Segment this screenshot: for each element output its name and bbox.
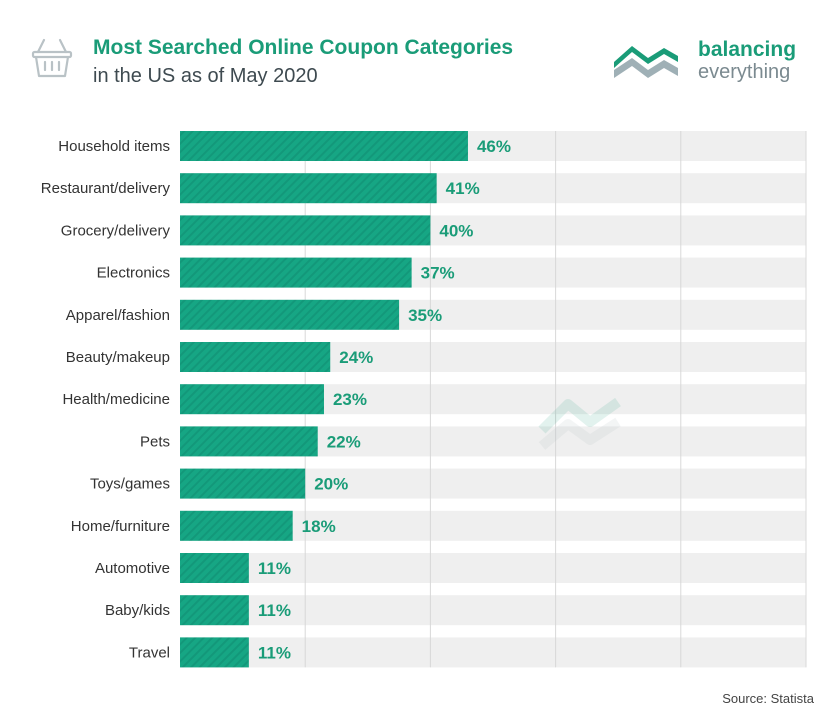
value-label: 22% <box>327 432 361 451</box>
category-label: Electronics <box>97 265 170 282</box>
category-label: Pets <box>140 433 170 450</box>
bar <box>180 299 400 330</box>
bar <box>180 468 306 499</box>
source-note: Source: Statista <box>722 691 814 706</box>
value-labels: 46% 41% 40% 37% 35% 24% 23% 22% 20% 18% 11% 11% 11% <box>258 137 511 662</box>
brand-logo: balancing everything <box>612 36 812 84</box>
bar <box>180 553 249 583</box>
category-label: Travel <box>129 644 170 661</box>
watermark-logo-icon <box>538 397 621 450</box>
bar-track <box>180 637 806 668</box>
value-label: 11% <box>258 559 291 578</box>
bar <box>180 215 431 246</box>
category-label: Baby/kids <box>105 602 170 619</box>
category-label: Restaurant/delivery <box>41 180 171 197</box>
bars <box>180 131 468 668</box>
value-label: 11% <box>258 643 291 662</box>
category-label: Automotive <box>95 560 170 577</box>
bar <box>180 426 318 457</box>
chart-title: Most Searched Online Coupon Categories <box>93 36 514 59</box>
balancing-everything-logo-icon <box>614 46 678 78</box>
value-label: 18% <box>302 517 336 536</box>
bar <box>180 257 412 288</box>
value-label: 23% <box>333 390 367 409</box>
logo-text-everything: everything <box>698 61 791 83</box>
bar <box>180 595 249 626</box>
category-label: Health/medicine <box>62 391 170 408</box>
value-label: 41% <box>446 179 480 198</box>
category-label: Beauty/makeup <box>66 349 170 366</box>
gridlines <box>304 131 807 668</box>
category-label: Household items <box>58 138 170 155</box>
category-labels: Household items Restaurant/delivery Grocer… <box>41 138 171 661</box>
value-label: 11% <box>258 601 291 620</box>
value-label: 37% <box>421 264 455 283</box>
basket-icon <box>31 38 73 78</box>
category-label: Toys/games <box>90 476 170 493</box>
value-label: 24% <box>339 348 373 367</box>
bar <box>180 342 331 372</box>
category-label: Apparel/fashion <box>66 307 170 324</box>
value-label: 35% <box>408 306 442 325</box>
value-label: 40% <box>439 221 473 240</box>
bar <box>180 384 324 415</box>
chart-subtitle: in the US as of May 2020 <box>93 65 318 87</box>
bar-tracks <box>180 131 806 668</box>
category-label: Home/furniture <box>71 518 170 535</box>
bar-track <box>180 595 806 626</box>
value-label: 20% <box>314 475 348 494</box>
bar <box>180 131 468 161</box>
bar <box>180 637 249 668</box>
logo-text-balancing: balancing <box>698 38 797 61</box>
value-label: 46% <box>477 137 511 156</box>
bar <box>180 510 293 541</box>
category-label: Grocery/delivery <box>61 222 171 239</box>
chart-header: Most Searched Online Coupon Categories i… <box>0 0 830 110</box>
bar-track <box>180 553 806 583</box>
bar <box>180 173 437 204</box>
